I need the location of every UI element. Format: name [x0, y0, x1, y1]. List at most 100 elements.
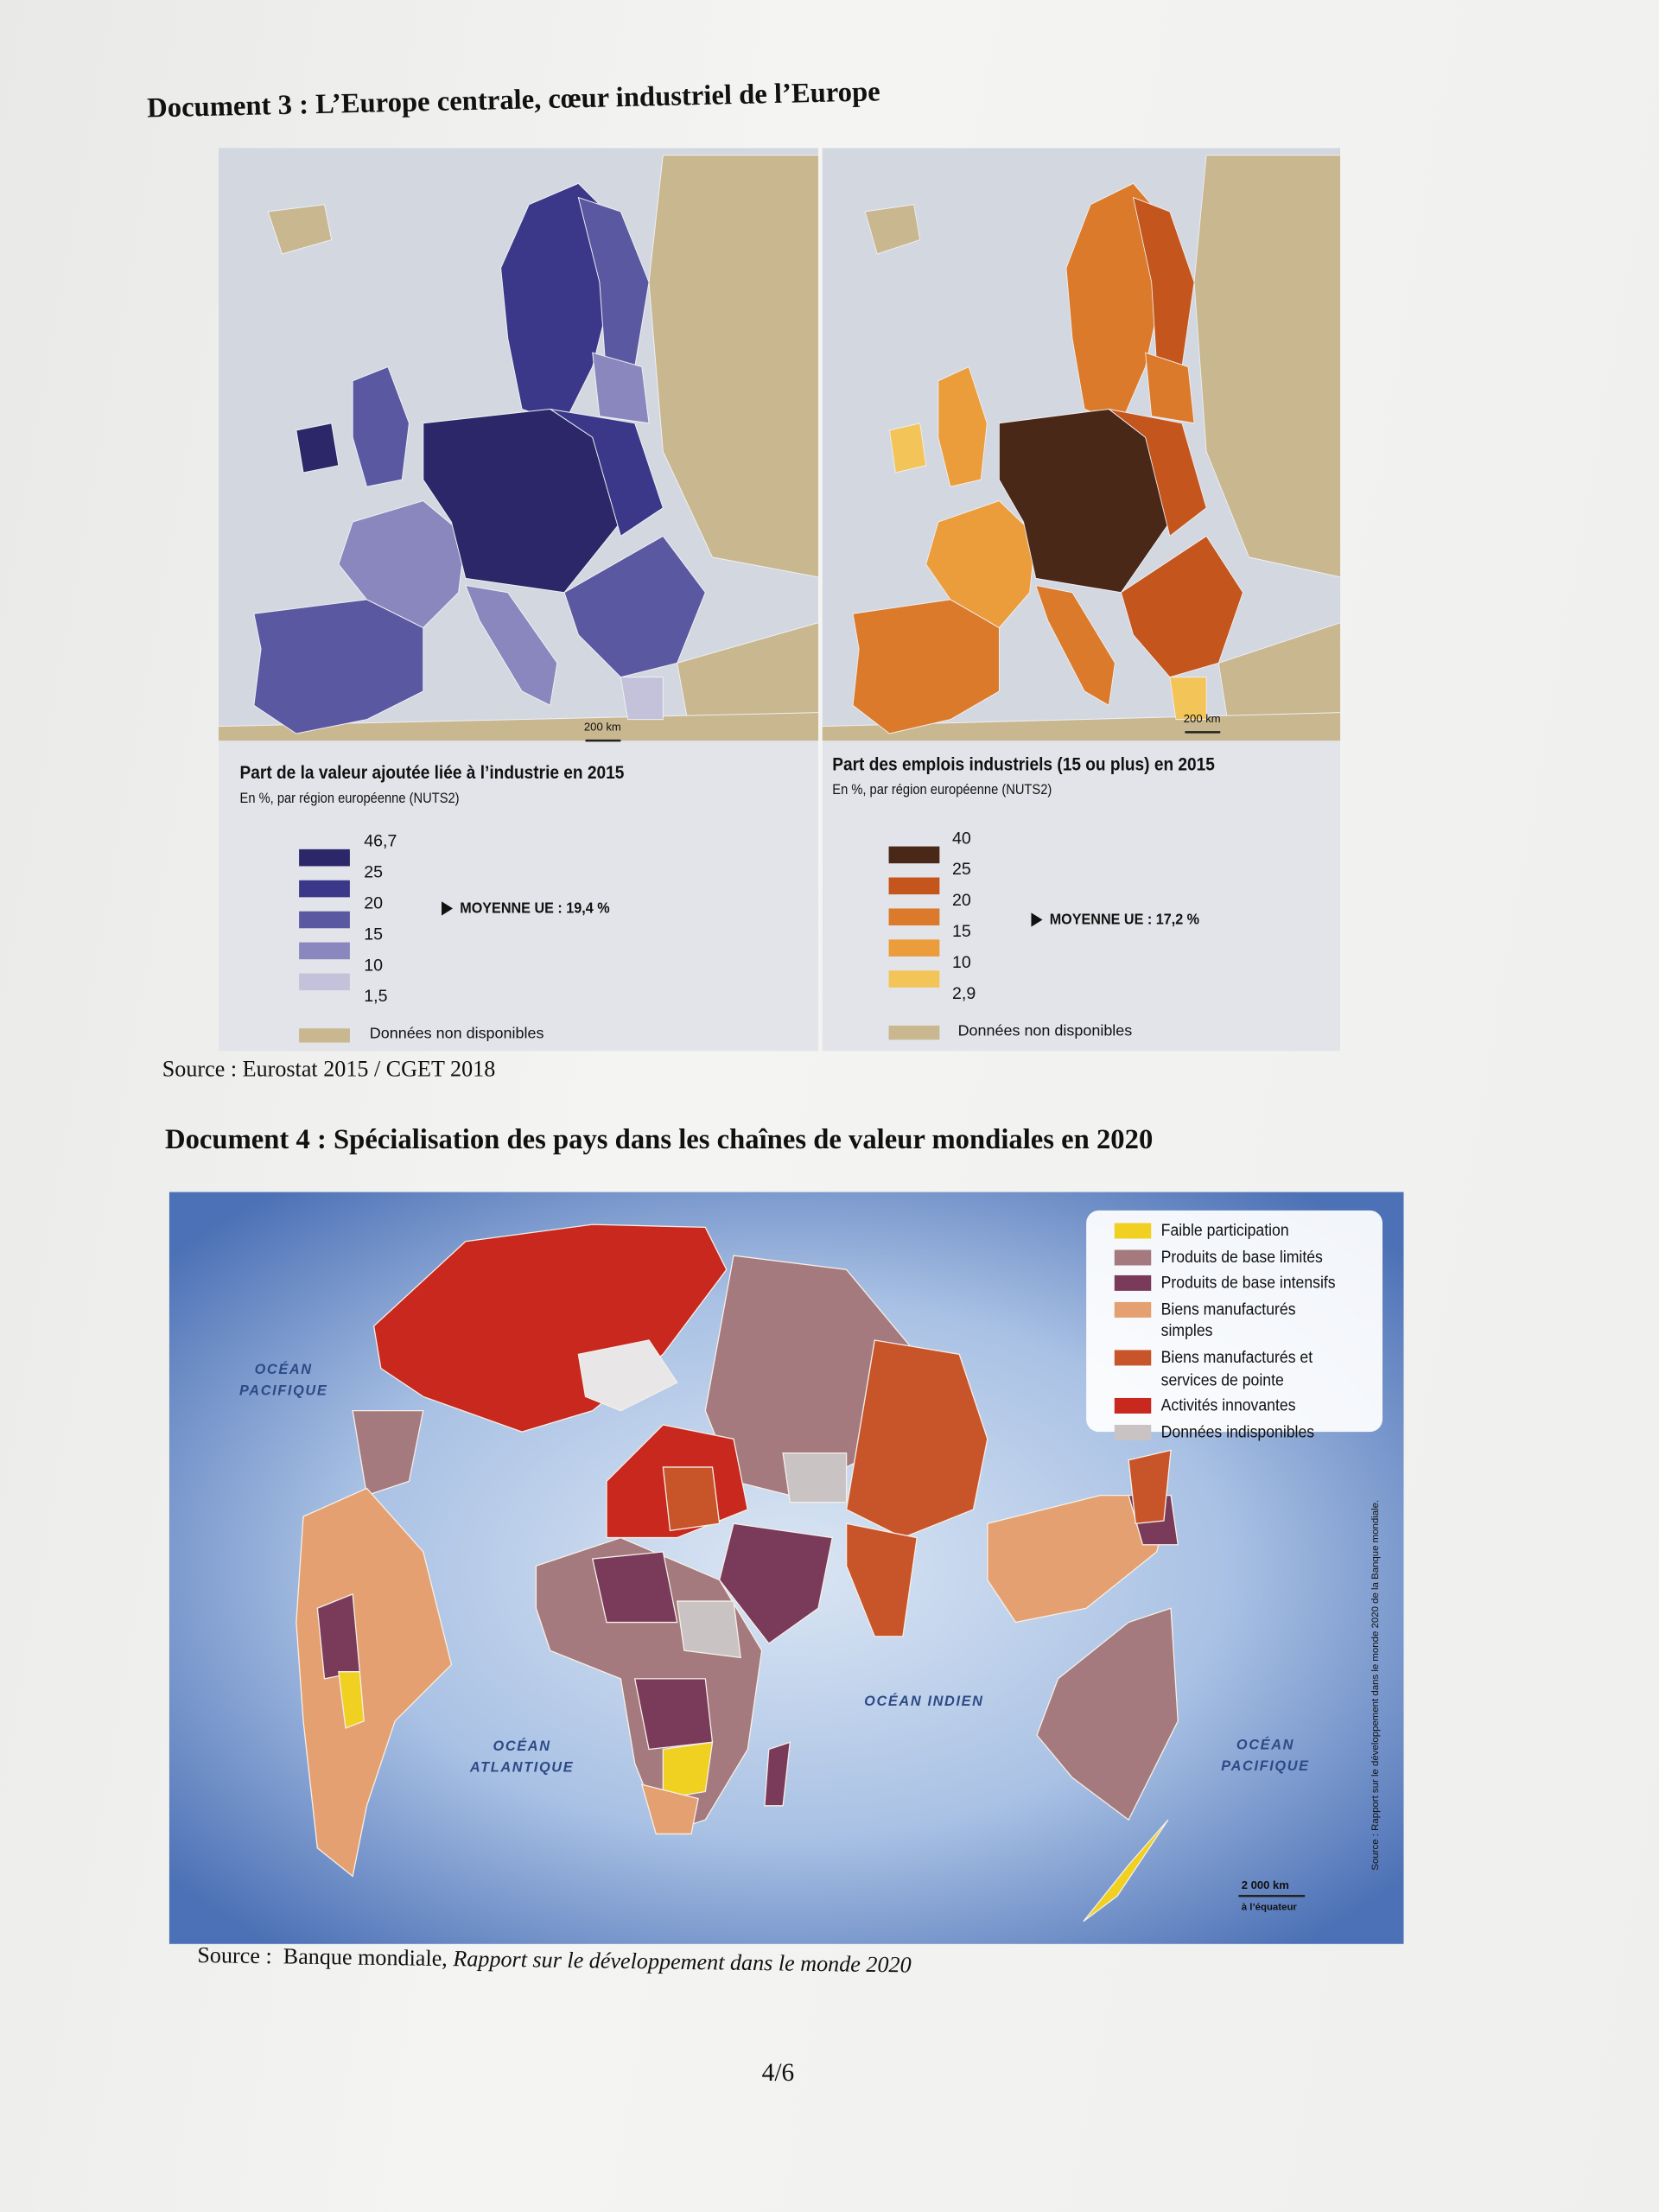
ocean-label: OCÉAN ATLANTIQUE	[469, 1739, 575, 1777]
average-label: MOYENNE UE : 17,2 %	[1049, 911, 1200, 929]
region	[296, 423, 340, 474]
legend-swatch	[299, 849, 350, 867]
country	[338, 1671, 365, 1729]
map-title: Part de la valeur ajoutée liée à l’indus…	[239, 761, 625, 784]
legend-swatch	[299, 973, 350, 991]
southeast-asia	[987, 1494, 1172, 1624]
legend-label: Biens manufacturés simples	[1160, 1299, 1296, 1341]
region	[888, 423, 927, 474]
legend-label: 2,9	[952, 982, 976, 1003]
new-zealand	[1083, 1819, 1169, 1923]
middle-east	[718, 1522, 834, 1644]
legend-swatch	[299, 1028, 350, 1043]
region	[253, 599, 424, 734]
legend-label: Produits de base limités	[1160, 1246, 1323, 1267]
legend-label: 20	[364, 893, 384, 913]
ocean-label: OCÉAN INDIEN	[864, 1694, 984, 1710]
map-subtitle: En %, par région européenne (NUTS2)	[239, 791, 460, 807]
country	[782, 1452, 848, 1503]
legend-label: 1,5	[364, 986, 388, 1007]
legend-swatch	[1114, 1301, 1152, 1318]
legend-label: 20	[952, 890, 971, 911]
japan	[1128, 1449, 1172, 1524]
land	[219, 712, 818, 741]
legend-swatch	[1114, 1350, 1152, 1366]
land	[1217, 622, 1341, 741]
legend-item: Faible participation	[1114, 1220, 1374, 1242]
legend-item: Données indisponibles	[1114, 1421, 1374, 1443]
legend-swatch	[299, 942, 350, 960]
country	[662, 1741, 714, 1800]
legend-swatch	[1114, 1249, 1152, 1265]
page-number: 4/6	[761, 2058, 795, 2087]
region	[852, 599, 1000, 734]
legend-swatch	[1114, 1223, 1152, 1239]
central-america	[352, 1409, 424, 1497]
region	[550, 408, 664, 537]
legend-item: Biens manufacturés et services de pointe	[1114, 1347, 1374, 1391]
map-subtitle: En %, par région européenne (NUTS2)	[832, 783, 1052, 799]
legend-label: Biens manufacturés et services de pointe	[1160, 1347, 1313, 1389]
region	[938, 365, 988, 487]
legend-swatch	[888, 939, 940, 957]
legend-item: Produits de base limités	[1114, 1246, 1374, 1268]
legend-swatch	[299, 911, 350, 929]
country	[640, 1783, 699, 1835]
legend-label: Données non disponibles	[369, 1025, 544, 1043]
india	[845, 1522, 918, 1637]
europe-map	[219, 155, 818, 741]
legend-item: Activités innovantes	[1114, 1395, 1374, 1417]
region	[338, 500, 467, 629]
china	[845, 1339, 988, 1539]
region	[1035, 584, 1116, 707]
legend-label: 15	[364, 924, 384, 944]
arrow-icon	[442, 901, 454, 916]
north-america	[372, 1224, 728, 1433]
region	[620, 677, 664, 721]
country	[316, 1592, 361, 1680]
country	[591, 1551, 678, 1624]
europe-map	[822, 155, 1341, 741]
country	[633, 1678, 714, 1751]
country	[662, 1466, 721, 1532]
region	[1169, 677, 1207, 721]
country	[676, 1600, 741, 1659]
legend-label: 10	[952, 952, 971, 972]
map-scale: 200 km	[1183, 712, 1221, 726]
legend-label: Faible participation	[1160, 1220, 1289, 1241]
source-author: Banque mondiale,	[283, 1945, 448, 1972]
arrow-icon	[1031, 912, 1043, 927]
map-legend: Faible participation Produits de base lim…	[1086, 1210, 1382, 1441]
legend-swatch	[1114, 1424, 1152, 1440]
australia	[1036, 1607, 1179, 1821]
south-america	[296, 1487, 453, 1878]
legend-swatch	[299, 880, 350, 898]
region	[1145, 352, 1195, 424]
region	[352, 365, 410, 487]
land	[864, 204, 921, 255]
document-title: Document 4 : Spécialisation des pays dan…	[165, 1124, 1154, 1156]
legend-swatch	[888, 877, 940, 895]
legend-label: 10	[364, 955, 384, 976]
side-source: Source : Rapport sur le développement da…	[1370, 1499, 1382, 1871]
madagascar	[764, 1741, 791, 1807]
legend-label: 40	[952, 828, 971, 849]
legend-label: 25	[952, 859, 971, 880]
legend-item: Biens manufacturés simples	[1114, 1299, 1374, 1343]
greenland	[577, 1339, 678, 1412]
legend-swatch	[888, 1025, 940, 1040]
legend-label: 15	[952, 921, 971, 941]
region	[1120, 535, 1243, 678]
land	[677, 622, 818, 741]
legend-label: Activités innovantes	[1160, 1395, 1296, 1415]
region	[464, 584, 558, 707]
source-prefix: Source :	[197, 1943, 272, 1969]
legend-label: 25	[364, 861, 384, 882]
legend-swatch	[1114, 1398, 1152, 1414]
average-label: MOYENNE UE : 19,4 %	[460, 899, 610, 918]
legend-swatch	[888, 908, 940, 926]
region	[592, 352, 650, 424]
legend-swatch	[888, 970, 940, 988]
